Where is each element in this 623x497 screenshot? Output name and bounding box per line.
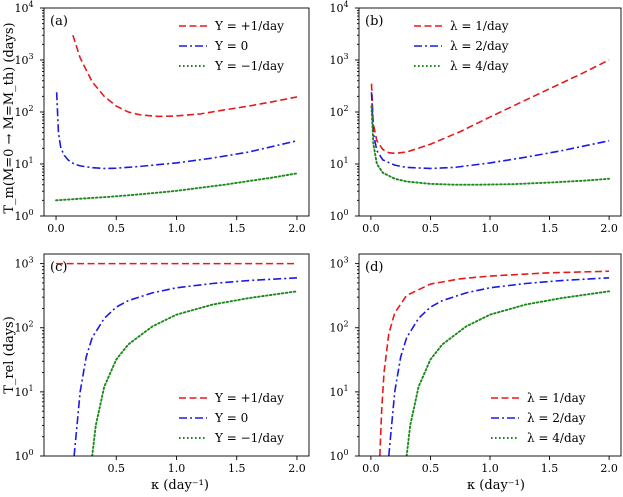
x-tick-label: 2.0 (600, 462, 618, 475)
series-line-3 (55, 172, 298, 202)
legend-label: Y = −1/day (214, 431, 284, 445)
x-tick-label: 1.0 (481, 462, 499, 475)
legend: λ = 1/day λ = 2/day λ = 4/day (491, 391, 586, 445)
series-line-2 (370, 92, 610, 170)
x-tick-label: 1.5 (541, 462, 559, 475)
legend-label: λ = 4/day (450, 59, 509, 73)
legend-label: Y = 0 (214, 39, 248, 53)
panel-label: (a) (50, 14, 68, 29)
y-axis-label-bottom: T_rel (days) (2, 316, 17, 394)
y-tick-label: 101 (329, 156, 348, 171)
series-line-1 (72, 34, 298, 118)
series-group (370, 59, 611, 186)
series-group (379, 270, 611, 456)
x-tick-label: 2.0 (600, 222, 618, 235)
panel-label: (b) (365, 14, 383, 29)
legend-label: Y = −1/day (214, 59, 284, 73)
x-tick-label: 1.0 (168, 222, 186, 235)
series-group (56, 262, 298, 456)
x-axis-label-left: κ (day⁻¹) (151, 478, 209, 493)
panel-a: 0.0 0.5 1.0 1.5 2.0 100 101 102 103 104 (a) Y = +1/… (14, 0, 310, 235)
series-line-1 (379, 270, 610, 456)
x-axis-label-right: κ (day⁻¹) (467, 478, 525, 493)
panel-label: (c) (50, 260, 67, 275)
series-line-3 (91, 290, 298, 456)
legend-label: λ = 1/day (450, 19, 509, 33)
x-tick-label: 2.0 (288, 222, 306, 235)
series-line-2 (73, 277, 297, 456)
x-tick-label: 1.0 (168, 462, 186, 475)
legend: λ = 1/day λ = 2/day λ = 4/day (414, 19, 509, 73)
y-tick-label: 103 (14, 256, 33, 271)
series-line-3 (405, 290, 611, 456)
series-group (55, 34, 298, 202)
y-tick-label: 102 (329, 320, 348, 335)
series-line-3 (370, 105, 611, 186)
y-tick-label: 104 (14, 0, 33, 15)
panel-b: 0.0 0.5 1.0 1.5 2.0 100 101 102 103 104 (b) λ = 1/d… (329, 0, 622, 235)
y-tick-label: 101 (329, 384, 348, 399)
legend-label: Y = 0 (214, 411, 248, 425)
y-tick-label: 102 (14, 104, 33, 119)
y-tick-label: 102 (329, 104, 348, 119)
legend: Y = +1/day Y = 0 Y = −1/day (179, 391, 284, 445)
y-tick-label: 100 (14, 208, 33, 223)
plot-frame (358, 253, 622, 457)
y-tick-label: 100 (329, 448, 348, 463)
x-tick-label: 0.0 (362, 222, 380, 235)
legend-label: λ = 4/day (527, 431, 586, 445)
series-line-1 (370, 59, 610, 155)
series-line-2 (387, 277, 610, 456)
x-tick-label: 1.5 (228, 462, 246, 475)
legend-label: λ = 2/day (527, 411, 586, 425)
x-tick-label: 1.5 (228, 222, 246, 235)
y-tick-label: 102 (14, 320, 33, 335)
x-tick-label: 1.0 (481, 222, 499, 235)
y-tick-label: 100 (14, 448, 33, 463)
y-tick-label: 101 (14, 156, 33, 171)
x-tick-label: 0.5 (108, 462, 126, 475)
plot-frame (43, 7, 310, 217)
legend-label: Y = +1/day (214, 19, 284, 33)
x-tick-label: 1.5 (541, 222, 559, 235)
x-tick-label: 0.5 (422, 222, 440, 235)
x-tick-label: 0.0 (362, 462, 380, 475)
y-tick-label: 104 (329, 0, 348, 15)
y-tick-label: 101 (14, 384, 33, 399)
x-tick-label: 0.5 (108, 222, 126, 235)
y-tick-label: 103 (329, 256, 348, 271)
y-tick-label: 100 (329, 208, 348, 223)
series-line-2 (55, 92, 298, 170)
panel-label: (d) (365, 260, 383, 275)
x-tick-label: 0.5 (422, 462, 440, 475)
plot-frame (43, 253, 310, 457)
y-tick-label: 103 (14, 52, 33, 67)
legend-label: λ = 1/day (527, 391, 586, 405)
x-tick-label: 0.0 (47, 222, 65, 235)
y-tick-label: 103 (329, 52, 348, 67)
x-tick-label: 2.0 (288, 462, 306, 475)
legend-label: λ = 2/day (450, 39, 509, 53)
legend-label: Y = +1/day (214, 391, 284, 405)
y-axis-label-top: T_m(M=0 → M=M_th) (days) (2, 22, 17, 213)
legend: Y = +1/day Y = 0 Y = −1/day (179, 19, 284, 73)
